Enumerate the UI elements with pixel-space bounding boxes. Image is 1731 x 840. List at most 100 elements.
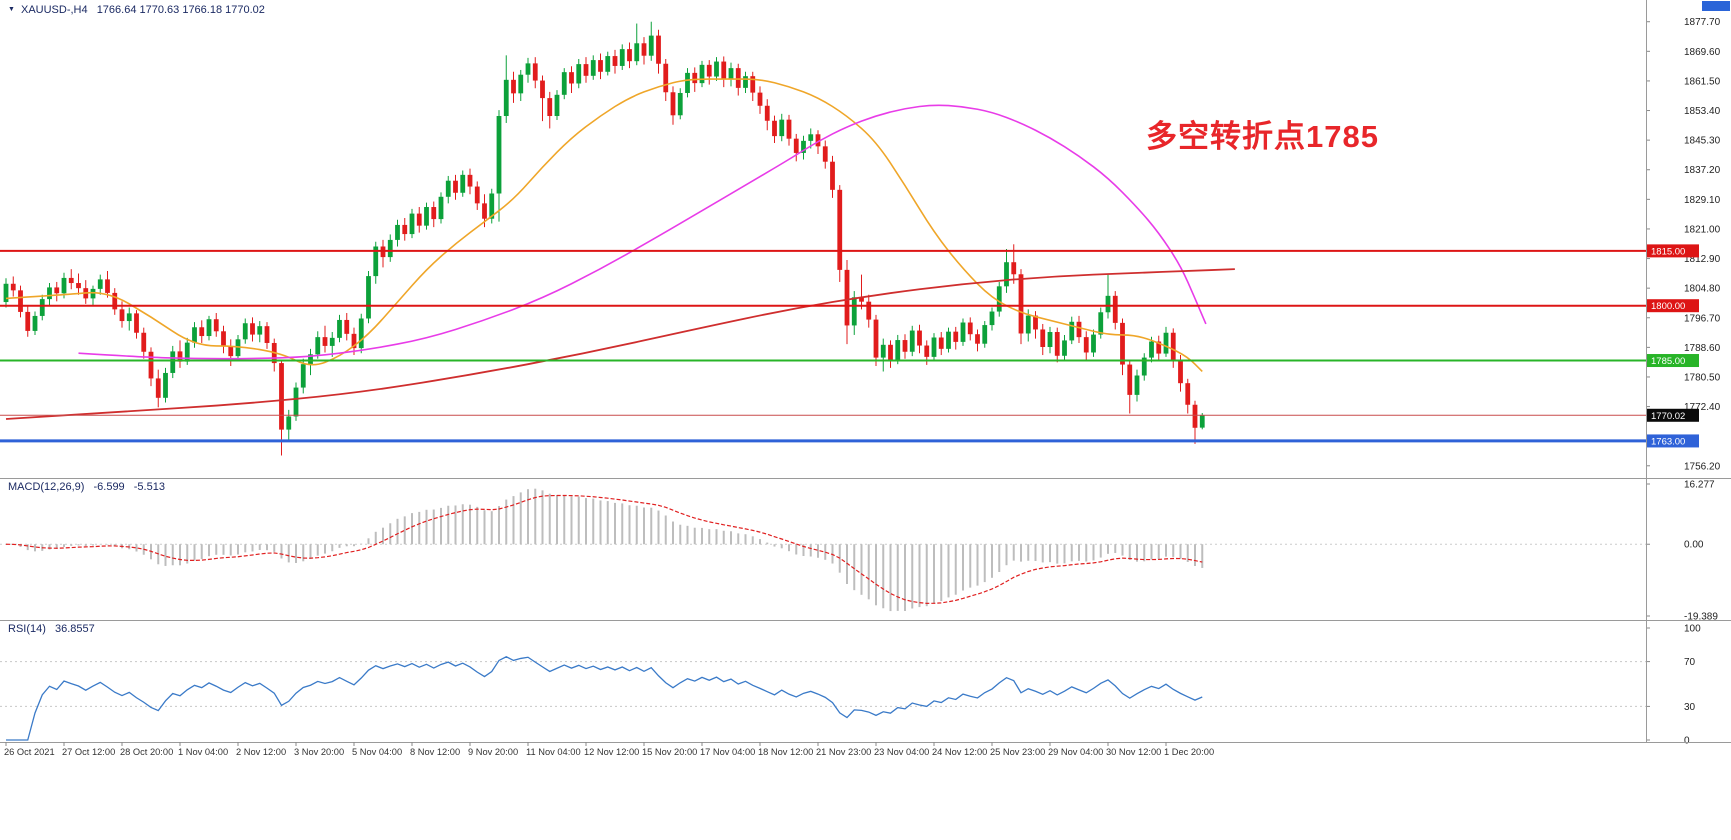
time-tick-label: 21 Nov 23:00 [816,747,871,757]
ma-line-mid-magenta [78,104,1207,360]
candle-body [358,318,364,349]
candle-body [1199,415,1205,428]
candle-body [851,297,857,326]
candle-body [503,79,509,117]
candle-body [815,134,821,147]
chart-title-symbol: XAUUSD-,H4 [21,4,88,16]
candle-body [1062,340,1067,356]
candle-body [105,279,110,293]
panel-frame [0,0,1731,743]
candle-body [1098,312,1104,335]
candle-body [1025,315,1031,334]
price-tick-label: 1812.90 [1684,254,1721,265]
candle-body [677,92,683,116]
candle-body [786,119,792,139]
macd-panel[interactable] [0,488,1646,612]
price-tick-label: 1772.40 [1684,402,1721,413]
hline-price-badge [1647,244,1699,258]
rsi-tick-label: 30 [1684,702,1696,713]
time-tick-label: 15 Nov 20:00 [642,747,697,757]
candle-body [750,76,756,93]
candle-body [938,337,944,349]
annotation-text[interactable]: 多空转折点1785 [1146,119,1379,154]
candle-body [1033,315,1038,330]
candle-body [561,72,567,95]
candle-body [576,64,582,84]
candle-body [402,224,408,235]
expand-triangle-icon[interactable]: ▼ [8,6,15,13]
chart-title-ohlc: 1766.64 1770.63 1766.18 1770.02 [96,4,265,16]
chart-title: ▼ XAUUSD-,H4 1766.64 1770.63 1766.18 177… [8,4,265,16]
candle-body [416,213,422,226]
candle-body [801,140,806,153]
candle-body [221,331,226,347]
macd-signal-line [5,494,1203,604]
candle-body [1047,332,1053,348]
candle-body [431,207,437,220]
price-tick-label: 1877.70 [1684,17,1721,28]
candle-body [155,378,161,398]
rsi-indicator-label: RSI(14) 36.8557 [8,623,95,635]
candle-body [612,56,618,66]
time-tick-label: 18 Nov 12:00 [758,747,813,757]
time-tick-label: 1 Nov 04:00 [178,747,228,757]
candle-body [924,345,930,357]
candle-body [25,311,31,331]
candle-body [648,35,654,56]
price-tick-label: 1804.80 [1684,284,1721,295]
candle-body [337,319,342,338]
candle-body [583,64,589,76]
candle-body [242,323,248,340]
candle-body [859,297,864,302]
candle-body [1018,274,1024,334]
candle-body [1156,341,1162,354]
main-panel[interactable] [0,21,1646,456]
candle-body [772,120,777,137]
price-scale[interactable]: 1877.70 1869.60 1861.50 1853.40 1845.30 1837.… [1646,0,1731,747]
time-tick-label: 29 Nov 04:00 [1048,747,1103,757]
candle-body [199,327,205,337]
candle-body [351,333,357,349]
candle-body [547,98,553,117]
candle-body [757,92,763,106]
candle-body [293,387,299,417]
candle-body [68,277,74,284]
candle-body [532,63,538,81]
candle-body [1076,321,1082,338]
candle-body [793,138,799,153]
candle-body [663,63,669,93]
candle-body [213,319,219,332]
macd-tick-label: -19.389 [1684,612,1718,623]
rsi-line [6,656,1203,741]
rsi-tick-label: 70 [1684,657,1696,668]
candle-body [670,92,676,116]
candle-body [228,346,234,357]
time-scale[interactable]: 26 Oct 2021 27 Oct 12:00 28 Oct 20:00 1 Nov… [4,742,1214,757]
candle-body [1004,262,1009,287]
candle-body [619,49,625,66]
hline-price-badge [1647,354,1699,368]
candle-body [445,180,451,197]
candle-body [880,344,886,358]
candle-body [264,326,270,343]
candle-body [438,196,444,220]
candle-body [888,344,893,361]
candle-body [525,63,531,75]
candle-body [1134,375,1140,395]
candle-body [975,334,980,344]
time-tick-label: 26 Oct 2021 [4,747,55,757]
candle-body [895,340,901,361]
time-tick-label: 9 Nov 20:00 [468,747,518,757]
rsi-panel[interactable] [0,656,1646,741]
candle-body [837,189,843,270]
candle-body [634,43,640,62]
price-scale-background [1647,0,1731,742]
candle-body [518,74,524,94]
price-tick-label: 1845.30 [1684,136,1721,147]
candle-body [590,60,596,76]
candle-body [909,330,915,352]
hline-price-badge-label: 1800.00 [1651,301,1685,312]
candle-body [467,174,473,187]
candle-body [1127,364,1133,395]
